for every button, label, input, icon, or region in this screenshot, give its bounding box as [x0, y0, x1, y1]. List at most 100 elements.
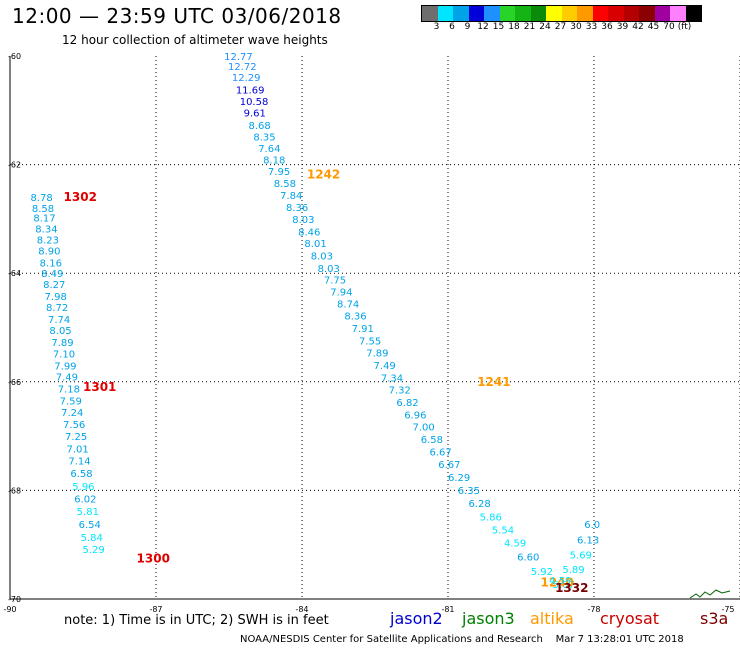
- wave-height-value: 7.14: [68, 457, 90, 468]
- wave-height-value: 8.58: [274, 179, 296, 190]
- wave-height-value: 8.03: [318, 264, 340, 275]
- wave-height-value: 7.91: [352, 324, 374, 335]
- footer: NOAA/NESDIS Center for Satellite Applica…: [240, 634, 684, 645]
- wave-height-value: 5.81: [77, 507, 99, 518]
- wave-height-value: 8.18: [263, 156, 285, 167]
- legend-swatch: [654, 6, 670, 21]
- wave-height-value: 7.64: [258, 144, 280, 155]
- wave-height-value: 7.84: [280, 191, 302, 202]
- pass-id-label: 1302: [64, 190, 97, 204]
- wave-height-value: 7.75: [324, 276, 346, 287]
- wave-height-value: 7.55: [359, 337, 381, 348]
- x-tick-label: -75: [721, 605, 734, 614]
- wave-height-value: 12.29: [232, 73, 261, 84]
- pass-id-label: 1300: [137, 551, 170, 565]
- legend-swatch: [484, 6, 500, 21]
- wave-height-value: 12.72: [228, 62, 257, 73]
- legend-swatch: [608, 6, 624, 21]
- y-tick-label: -64: [8, 269, 21, 278]
- legend-label: 42: [632, 22, 644, 32]
- legend-swatch: [530, 6, 546, 21]
- satellite-label-altika: altika: [530, 609, 574, 628]
- wave-height-value: 7.49: [374, 361, 396, 372]
- legend-swatch: [422, 6, 438, 21]
- wave-height-value: 11.69: [236, 86, 265, 97]
- wave-height-value: 8.05: [49, 326, 71, 337]
- pass-id-label: 1240: [540, 576, 573, 590]
- wave-height-value: 6.02: [74, 495, 96, 506]
- page-title: 12:00 — 23:59 UTC 03/06/2018: [12, 4, 342, 28]
- legend-label: 45: [647, 22, 660, 32]
- wave-height-value: 8.36: [344, 312, 366, 323]
- wave-height-value: 7.18: [58, 384, 80, 395]
- wave-height-value: 5.69: [570, 550, 592, 561]
- wave-height-value: 9.61: [244, 108, 266, 119]
- wave-height-value: 7.89: [51, 338, 73, 349]
- wave-height-value: 8.68: [248, 121, 270, 132]
- wave-height-value: 7.01: [66, 445, 88, 456]
- wave-height-value: 5.92: [531, 567, 553, 578]
- wave-height-value: 10.58: [240, 97, 269, 108]
- y-tick-label: -62: [8, 161, 21, 170]
- wave-height-value: 7.89: [366, 348, 388, 359]
- wave-height-value: 6.58: [70, 469, 92, 480]
- x-tick-label: -84: [295, 605, 308, 614]
- wave-height-value: 4.59: [504, 539, 526, 550]
- y-tick-label: -66: [8, 378, 21, 387]
- y-tick-label: -70: [8, 595, 21, 604]
- legend-label: 18: [508, 22, 520, 32]
- color-legend-labels: 3 6 9 12 15 18 21 24 27 30 33 36 39 42 45 70 (ft): [421, 22, 740, 34]
- wave-height-value: 5.89: [562, 565, 584, 576]
- legend-swatch: [561, 6, 577, 21]
- wave-height-value: 7.10: [53, 350, 75, 361]
- y-tick-label: -68: [8, 486, 21, 495]
- wave-height-value: 8.03: [311, 251, 333, 262]
- wave-height-value: 8.17: [33, 213, 55, 224]
- wave-height-value: 7.00: [412, 422, 434, 433]
- legend-label: 39: [616, 22, 629, 32]
- page-subtitle: 12 hour collection of altimeter wave hei…: [62, 33, 328, 47]
- legend-label: 33: [585, 22, 598, 32]
- pass-id-label: 1332: [555, 581, 588, 595]
- legend-swatch: [685, 6, 701, 21]
- legend-label: 27: [554, 22, 567, 32]
- wave-height-value: 6.54: [79, 520, 101, 531]
- wave-height-value: 7.74: [48, 315, 70, 326]
- pass-id-label: 1301: [83, 380, 116, 394]
- wave-height-value: 7.32: [389, 385, 411, 396]
- legend-swatch: [546, 6, 562, 21]
- legend-label: 3: [433, 22, 440, 32]
- wave-height-value: 6.0: [584, 520, 600, 531]
- wave-height-value: 7.98: [45, 292, 67, 303]
- legend-label: (ft): [677, 22, 692, 32]
- legend-label: 9: [464, 22, 471, 32]
- wave-height-value: 8.16: [40, 258, 62, 269]
- wave-height-value: 6.29: [448, 473, 470, 484]
- legend-swatch: [670, 6, 686, 21]
- legend-label: 12: [477, 22, 489, 32]
- y-tick-label: -60: [8, 52, 21, 61]
- wave-height-value: 6.35: [458, 486, 480, 497]
- wave-height-value: 7.49: [56, 372, 78, 383]
- x-tick-label: -81: [441, 605, 454, 614]
- x-tick-label: -78: [587, 605, 600, 614]
- wave-height-value: 7.59: [60, 396, 82, 407]
- footer-timestamp: Mar 7 13:28:01 UTC 2018: [555, 634, 684, 645]
- wave-height-value: 8.34: [35, 225, 57, 236]
- wave-height-value: 7.94: [330, 288, 352, 299]
- wave-height-value: 5.29: [83, 545, 105, 556]
- wave-height-value: 5.54: [492, 525, 514, 536]
- wave-height-value: 7.95: [268, 167, 290, 178]
- wave-height-value: 8.27: [43, 280, 65, 291]
- footer-credit: NOAA/NESDIS Center for Satellite Applica…: [240, 634, 543, 645]
- wave-height-value: 6.58: [421, 435, 443, 446]
- wave-height-value: 8.72: [46, 303, 68, 314]
- legend-swatch: [639, 6, 655, 21]
- color-legend: [421, 5, 702, 22]
- legend-swatch: [577, 6, 593, 21]
- legend-swatch: [468, 6, 484, 21]
- wave-height-value: 6.67: [430, 447, 452, 458]
- wave-height-value: 6.82: [396, 398, 418, 409]
- wave-height-value: 8.36: [286, 203, 308, 214]
